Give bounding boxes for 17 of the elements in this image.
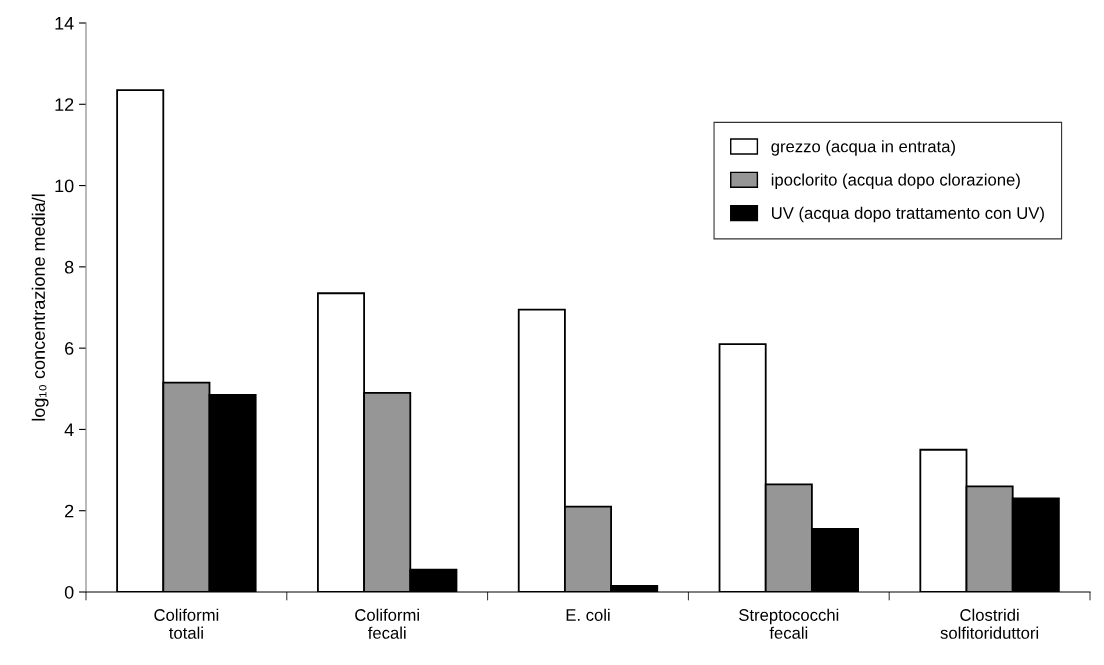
x-tick-label: Clostridi solfitoriduttori <box>940 608 1039 639</box>
y-tick-label: 10 <box>55 179 74 193</box>
y-axis-title: log₁₀ concentrazione media/l <box>31 194 49 421</box>
y-tick-label: 4 <box>64 423 74 436</box>
legend-label: ipoclorito (acqua dopo clorazione) <box>771 173 1020 189</box>
y-tick-label: 2 <box>65 504 74 518</box>
y-tick-label: 6 <box>65 342 74 355</box>
y-tick-label: 8 <box>64 260 74 274</box>
y-tick-label: 0 <box>64 585 74 599</box>
x-tick-label: Coliformi fecali <box>355 608 419 639</box>
x-tick-label: Streptococchi fecali <box>739 608 839 639</box>
legend-label: grezzo (acqua in entrata) <box>771 140 955 156</box>
y-tick-label: 14 <box>55 17 74 30</box>
x-tick-label: E. coli <box>566 608 610 621</box>
x-tick-label: Coliformi totali <box>154 608 219 639</box>
legend-label: UV (acqua dopo trattamento con UV) <box>772 206 1044 223</box>
y-tick-label: 12 <box>55 98 74 111</box>
